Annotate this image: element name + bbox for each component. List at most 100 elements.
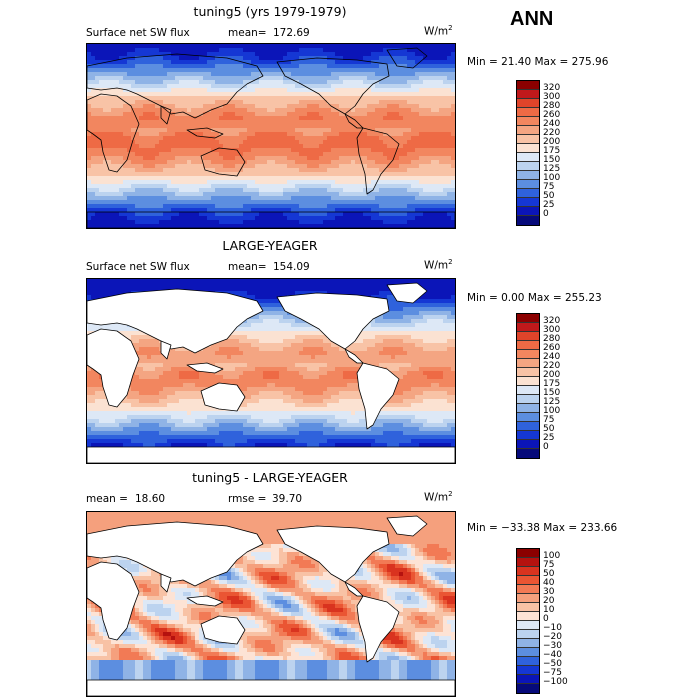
colorbar-tick-label: 75 (543, 182, 555, 192)
colorbar-swatch (517, 440, 539, 449)
colorbar-swatch (517, 117, 539, 126)
colorbar-swatch (517, 413, 539, 422)
colorbar-swatch (517, 377, 539, 386)
colorbar-swatch (517, 162, 539, 171)
colorbar-swatch (517, 386, 539, 395)
units-obs: W/m2 (424, 258, 453, 272)
colorbar-tick-label: −20 (543, 632, 562, 642)
mean-value-diff: 18.60 (135, 493, 166, 505)
mean-label-diff: mean = (86, 493, 128, 505)
colorbar-tick-label: 280 (543, 101, 561, 111)
colorbar-tick-label: 220 (543, 361, 561, 371)
colorbar-tick-label: 300 (543, 325, 561, 335)
colorbar-tick-label: −50 (543, 659, 562, 669)
colorbar-tick-label: 50 (543, 569, 555, 579)
colorbar-test (516, 80, 540, 226)
season-label: ANN (510, 8, 554, 30)
colorbar-swatch (517, 585, 539, 594)
colorbar-tick-label: 175 (543, 379, 561, 389)
colorbar-tick-label: 40 (543, 578, 555, 588)
map-diff (86, 511, 456, 697)
colorbar-tick-label: 150 (543, 388, 561, 398)
colorbar-swatch (517, 576, 539, 585)
colorbar-swatch (517, 359, 539, 368)
colorbar-tick-label: 300 (543, 92, 561, 102)
colorbar-tick-label: 50 (543, 424, 555, 434)
mean-label-obs: mean= (228, 261, 267, 273)
colorbar-swatch (517, 314, 539, 323)
colorbar-swatch (517, 395, 539, 404)
colorbar-swatch (517, 144, 539, 153)
colorbar-swatch (517, 332, 539, 341)
colorbar-swatch (517, 639, 539, 648)
panel-title-diff: tuning5 - LARGE-YEAGER (192, 470, 348, 485)
variable-label-obs: Surface net SW flux (86, 261, 190, 273)
colorbar-tick-label: 10 (543, 605, 555, 615)
colorbar-tick-label: −30 (543, 641, 562, 651)
units-test: W/m2 (424, 24, 453, 38)
colorbar-swatch (517, 153, 539, 162)
colorbar-tick-label: 260 (543, 343, 561, 353)
colorbar-tick-label: 220 (543, 128, 561, 138)
colorbar-swatch (517, 108, 539, 117)
colorbar-tick-label: 0 (543, 614, 549, 624)
colorbar-tick-label: 100 (543, 406, 561, 416)
minmax-diff: Min = −33.38 Max = 233.66 (467, 522, 618, 534)
colorbar-swatch (517, 449, 539, 458)
colorbar-swatch (517, 350, 539, 359)
colorbar-swatch (517, 648, 539, 657)
colorbar-swatch (517, 621, 539, 630)
colorbar-tick-label: 240 (543, 119, 561, 129)
colorbar-tick-label: 125 (543, 397, 561, 407)
colorbar-tick-label: 260 (543, 110, 561, 120)
colorbar-tick-label: 320 (543, 83, 561, 93)
colorbar-tick-label: 50 (543, 191, 555, 201)
colorbar-swatch (517, 180, 539, 189)
colorbar-tick-label: −40 (543, 650, 562, 660)
colorbar-tick-label: 0 (543, 209, 549, 219)
colorbar-tick-label: 20 (543, 596, 555, 606)
colorbar-swatch (517, 404, 539, 413)
colorbar-swatch (517, 612, 539, 621)
colorbar-tick-label: 75 (543, 560, 555, 570)
colorbar-swatch (517, 422, 539, 431)
rmse-value-diff: 39.70 (272, 493, 303, 505)
colorbar-tick-label: 30 (543, 587, 555, 597)
colorbar-swatch (517, 368, 539, 377)
colorbar-swatch (517, 684, 539, 693)
mean-label-test: mean= (228, 27, 267, 39)
panel-title-obs: LARGE-YEAGER (222, 238, 318, 253)
colorbar-swatch (517, 171, 539, 180)
colorbar-tick-label: 100 (543, 551, 561, 561)
colorbar-tick-label: 175 (543, 146, 561, 156)
colorbar-swatch (517, 81, 539, 90)
colorbar-swatch (517, 630, 539, 639)
minmax-test: Min = 21.40 Max = 275.96 (467, 56, 609, 68)
variable-label-test: Surface net SW flux (86, 27, 190, 39)
colorbar-swatch (517, 558, 539, 567)
colorbar-tick-label: −10 (543, 623, 562, 633)
colorbar-tick-label: 25 (543, 433, 555, 443)
mean-value-obs: 154.09 (273, 261, 310, 273)
colorbar-swatch (517, 431, 539, 440)
colorbar-tick-label: 320 (543, 316, 561, 326)
colorbar-swatch (517, 657, 539, 666)
colorbar-tick-label: 280 (543, 334, 561, 344)
units-diff: W/m2 (424, 490, 453, 504)
colorbar-swatch (517, 341, 539, 350)
colorbar-swatch (517, 323, 539, 332)
colorbar-swatch (517, 126, 539, 135)
colorbar-tick-label: −75 (543, 668, 562, 678)
colorbar-tick-label: 200 (543, 137, 561, 147)
colorbar-tick-label: 100 (543, 173, 561, 183)
colorbar-obs (516, 313, 540, 459)
colorbar-swatch (517, 99, 539, 108)
rmse-label-diff: rmse = (228, 493, 267, 505)
colorbar-swatch (517, 207, 539, 216)
minmax-obs: Min = 0.00 Max = 255.23 (467, 292, 602, 304)
colorbar-swatch (517, 198, 539, 207)
colorbar-swatch (517, 216, 539, 225)
colorbar-swatch (517, 90, 539, 99)
colorbar-swatch (517, 567, 539, 576)
colorbar-tick-label: 0 (543, 442, 549, 452)
